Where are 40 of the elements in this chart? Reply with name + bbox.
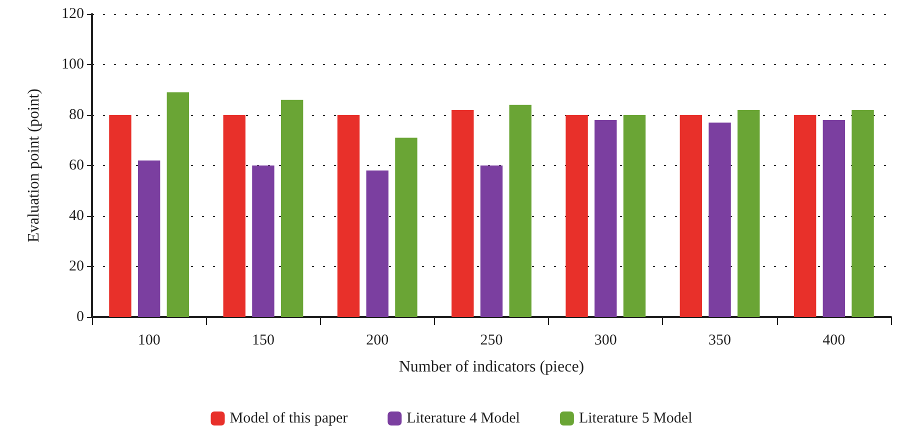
bar — [109, 115, 132, 317]
y-tick-label: 40 — [69, 208, 84, 224]
x-tick-label: 100 — [138, 332, 160, 348]
bar — [337, 115, 360, 317]
y-tick-label: 0 — [76, 309, 84, 325]
x-tick-label: 250 — [480, 332, 503, 348]
bar — [452, 110, 474, 317]
bar — [509, 104, 532, 317]
y-tick-label: 100 — [62, 56, 84, 72]
x-tick-label: 300 — [594, 332, 617, 348]
bar — [738, 110, 760, 317]
y-tick-label: 80 — [69, 107, 84, 123]
x-tick-label: 400 — [822, 332, 846, 348]
bar — [566, 115, 588, 317]
x-axis-title: Number of indicators (piece) — [398, 358, 584, 376]
y-axis-title: Evaluation point (point) — [26, 88, 42, 242]
x-tick-label: 350 — [708, 332, 732, 348]
bar — [223, 115, 246, 317]
y-tick-label: 20 — [69, 258, 84, 274]
x-tick-label: 200 — [366, 332, 389, 348]
y-tick-label: 60 — [69, 158, 84, 174]
bar — [166, 92, 190, 317]
legend-label: Literature 5 Model — [578, 410, 692, 426]
bar — [708, 122, 731, 317]
bar — [252, 166, 274, 317]
bar — [395, 138, 418, 317]
y-tick-label: 120 — [62, 6, 84, 22]
bar — [480, 166, 503, 317]
bar — [852, 110, 874, 317]
bar — [280, 100, 304, 317]
legend-label: Literature 4 Model — [406, 410, 520, 426]
bar — [794, 115, 816, 317]
bar — [594, 120, 617, 317]
x-tick-label: 150 — [252, 332, 274, 348]
bar — [366, 170, 388, 317]
bar — [822, 120, 846, 317]
bar — [680, 115, 702, 317]
bar — [138, 160, 160, 317]
bar — [623, 115, 646, 317]
legend-label: Model of this paper — [230, 410, 348, 426]
